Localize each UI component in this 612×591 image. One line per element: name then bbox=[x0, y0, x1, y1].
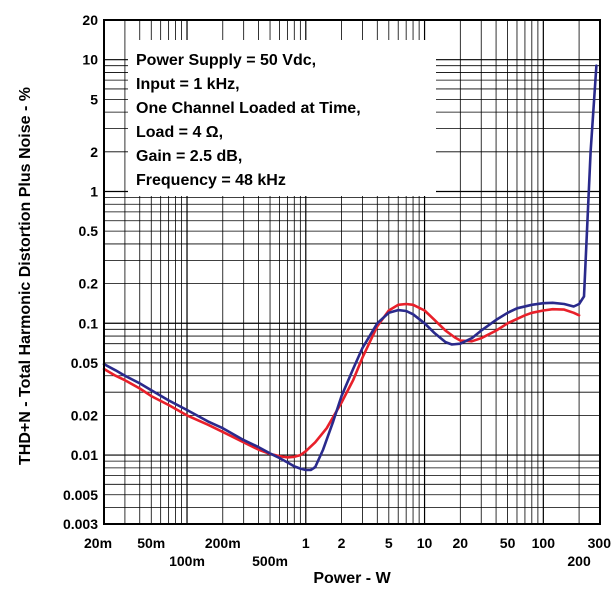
x-tick-label: 20m bbox=[84, 535, 112, 551]
x-tick-label: 2 bbox=[338, 535, 346, 551]
y-tick-label: 0.5 bbox=[79, 223, 99, 239]
x-tick-label: 100m bbox=[169, 553, 205, 569]
x-tick-label: 20 bbox=[453, 535, 469, 551]
x-tick-label: 100 bbox=[532, 535, 556, 551]
y-tick-label: 1 bbox=[90, 183, 98, 199]
x-tick-label: 50 bbox=[500, 535, 516, 551]
y-tick-labels: 0.003 0.005 0.01 0.02 0.05 0.1 0.2 0.5 1 2 5 10 20 bbox=[63, 12, 98, 532]
x-axis-label: Power - W bbox=[313, 570, 391, 587]
annotation-line: Gain = 2.5 dB, bbox=[136, 148, 242, 165]
data-series bbox=[102, 64, 598, 472]
y-tick-label: 10 bbox=[82, 52, 98, 68]
annotation-box: Power Supply = 50 Vdc, Input = 1 kHz, One … bbox=[128, 40, 436, 196]
x-tick-label: 1 bbox=[302, 535, 310, 551]
annotation-line: Input = 1 kHz, bbox=[136, 76, 240, 93]
y-tick-label: 0.1 bbox=[79, 315, 99, 331]
x-tick-label: 300 bbox=[588, 535, 612, 551]
y-tick-label: 0.01 bbox=[71, 447, 98, 463]
y-tick-label: 0.05 bbox=[71, 355, 98, 371]
annotation-background bbox=[128, 40, 436, 196]
x-tick-label: 10 bbox=[417, 535, 433, 551]
x-tick-label: 5 bbox=[385, 535, 393, 551]
x-tick-label: 500m bbox=[252, 553, 288, 569]
annotation-line: Frequency = 48 kHz bbox=[136, 172, 286, 189]
y-tick-label: 0.2 bbox=[79, 276, 99, 292]
y-tick-label: 20 bbox=[82, 12, 98, 28]
annotation-text: Power Supply = 50 Vdc, Input = 1 kHz, One … bbox=[136, 52, 361, 189]
annotation-line: One Channel Loaded at Time, bbox=[136, 100, 361, 117]
annotation-line: Load = 4 Ω, bbox=[136, 124, 223, 141]
y-tick-label: 5 bbox=[90, 91, 98, 107]
x-tick-label: 200m bbox=[205, 535, 241, 551]
plot-frame bbox=[103, 19, 601, 525]
x-tick-label: 200 bbox=[567, 553, 591, 569]
y-axis-label: THD+N - Total Harmonic Distortion Plus N… bbox=[17, 87, 34, 465]
y-tick-label: 0.02 bbox=[71, 407, 98, 423]
x-tick-label: 50m bbox=[137, 535, 165, 551]
series-line-2 bbox=[102, 64, 598, 472]
y-tick-label: 0.003 bbox=[63, 516, 98, 532]
annotation-line: Power Supply = 50 Vdc, bbox=[136, 52, 316, 69]
series-line-1 bbox=[102, 302, 581, 459]
y-tick-label: 2 bbox=[90, 144, 98, 160]
y-tick-label: 0.005 bbox=[63, 487, 98, 503]
